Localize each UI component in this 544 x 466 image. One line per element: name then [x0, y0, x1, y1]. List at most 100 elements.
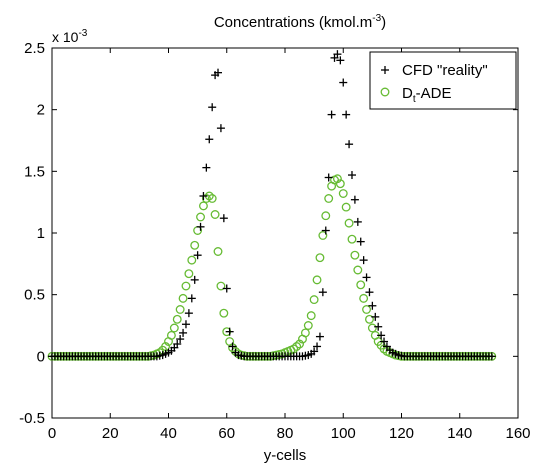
y-tick-label: 0	[37, 348, 45, 365]
data-point	[213, 247, 223, 256]
data-point	[315, 253, 325, 263]
legend-label-dt-ade: Dt-ADE	[402, 85, 451, 105]
data-point	[350, 250, 360, 260]
data-point	[356, 280, 366, 290]
data-point	[196, 212, 205, 222]
data-point	[202, 163, 211, 172]
data-point	[201, 194, 211, 203]
data-point	[184, 309, 193, 318]
y-tick-label: 0.5	[24, 287, 45, 304]
legend-marker-cfd-reality	[381, 66, 389, 74]
data-point	[344, 218, 354, 228]
data-point	[205, 135, 214, 144]
data-point	[336, 56, 345, 65]
x-axis-label: y-cells	[264, 447, 307, 464]
legend-plus-marker	[381, 66, 389, 74]
legend: CFD "reality" Dt-ADE	[369, 51, 517, 110]
data-point	[172, 314, 182, 324]
x-tick-label: 60	[218, 425, 235, 442]
data-point	[339, 78, 348, 87]
data-point	[374, 322, 383, 331]
data-point	[309, 295, 319, 305]
data-point	[359, 293, 369, 303]
data-point	[222, 284, 231, 293]
data-point	[173, 340, 182, 348]
y-tick-label: -0.5	[19, 410, 45, 427]
data-point	[353, 217, 362, 226]
data-point	[187, 255, 197, 265]
data-point	[193, 251, 202, 260]
x-tick-label: 80	[277, 425, 294, 442]
x-tick-label: 160	[505, 425, 530, 442]
data-point	[327, 110, 336, 119]
data-point	[225, 327, 234, 336]
data-point	[333, 50, 342, 59]
legend-marker-dt-ade	[380, 87, 390, 97]
data-point	[306, 311, 316, 321]
data-point	[178, 293, 188, 303]
data-point	[181, 281, 191, 291]
data-point	[371, 312, 380, 321]
data-point	[341, 202, 351, 212]
data-point	[228, 342, 237, 351]
data-point	[313, 342, 322, 351]
data-point	[487, 352, 496, 361]
data-point	[362, 305, 371, 314]
data-point	[207, 194, 217, 203]
data-point	[312, 275, 322, 285]
data-point	[190, 240, 200, 250]
data-point	[219, 308, 229, 318]
data-point	[292, 342, 302, 351]
data-point	[199, 192, 208, 200]
legend-label-cfd-reality: CFD "reality"	[402, 62, 488, 79]
data-point	[300, 328, 310, 338]
data-point	[353, 265, 363, 275]
data-point	[187, 294, 196, 303]
y-tick-label: 1.5	[24, 163, 45, 180]
data-point	[345, 140, 354, 149]
data-point	[190, 275, 199, 284]
x-tick-label: 20	[102, 425, 119, 442]
data-point	[315, 332, 324, 341]
data-point	[368, 301, 377, 310]
data-point	[214, 68, 223, 77]
data-point	[380, 337, 389, 346]
data-point	[196, 222, 205, 231]
data-point	[219, 214, 228, 223]
x-axis-ticks: 0 20 40 60 80 100 120 140 160	[48, 48, 531, 442]
y-scale-factor: x 10-3	[52, 28, 88, 45]
data-point	[208, 103, 217, 112]
x-tick-label: 0	[48, 425, 56, 442]
data-point	[216, 124, 225, 133]
data-point	[359, 256, 368, 265]
data-point	[303, 321, 313, 330]
x-tick-label: 120	[389, 425, 414, 442]
data-point	[181, 320, 190, 329]
data-point	[176, 335, 185, 344]
data-point	[184, 269, 194, 279]
data-point	[335, 179, 345, 189]
data-point	[321, 226, 330, 235]
series-cfd-reality	[48, 50, 496, 361]
data-point	[318, 288, 327, 297]
y-axis-ticks: -0.5 0 0.5 1 1.5 2 2.5	[19, 40, 518, 427]
chart-title: Concentrations (kmol.m-3)	[214, 13, 386, 31]
data-point	[347, 234, 357, 244]
data-point	[338, 189, 348, 198]
data-point	[377, 331, 386, 340]
data-point	[365, 314, 374, 324]
x-tick-label: 100	[331, 425, 356, 442]
series-layer	[47, 50, 497, 361]
x-tick-label: 140	[447, 425, 472, 442]
data-point	[175, 305, 185, 314]
data-point	[362, 273, 371, 282]
data-point	[350, 195, 359, 204]
legend-box	[369, 51, 517, 110]
y-tick-label: 1	[37, 225, 45, 242]
legend-circle-marker	[380, 87, 390, 97]
x-tick-label: 40	[160, 425, 177, 442]
data-point	[216, 281, 226, 291]
data-point	[179, 328, 188, 337]
data-point	[318, 231, 328, 240]
